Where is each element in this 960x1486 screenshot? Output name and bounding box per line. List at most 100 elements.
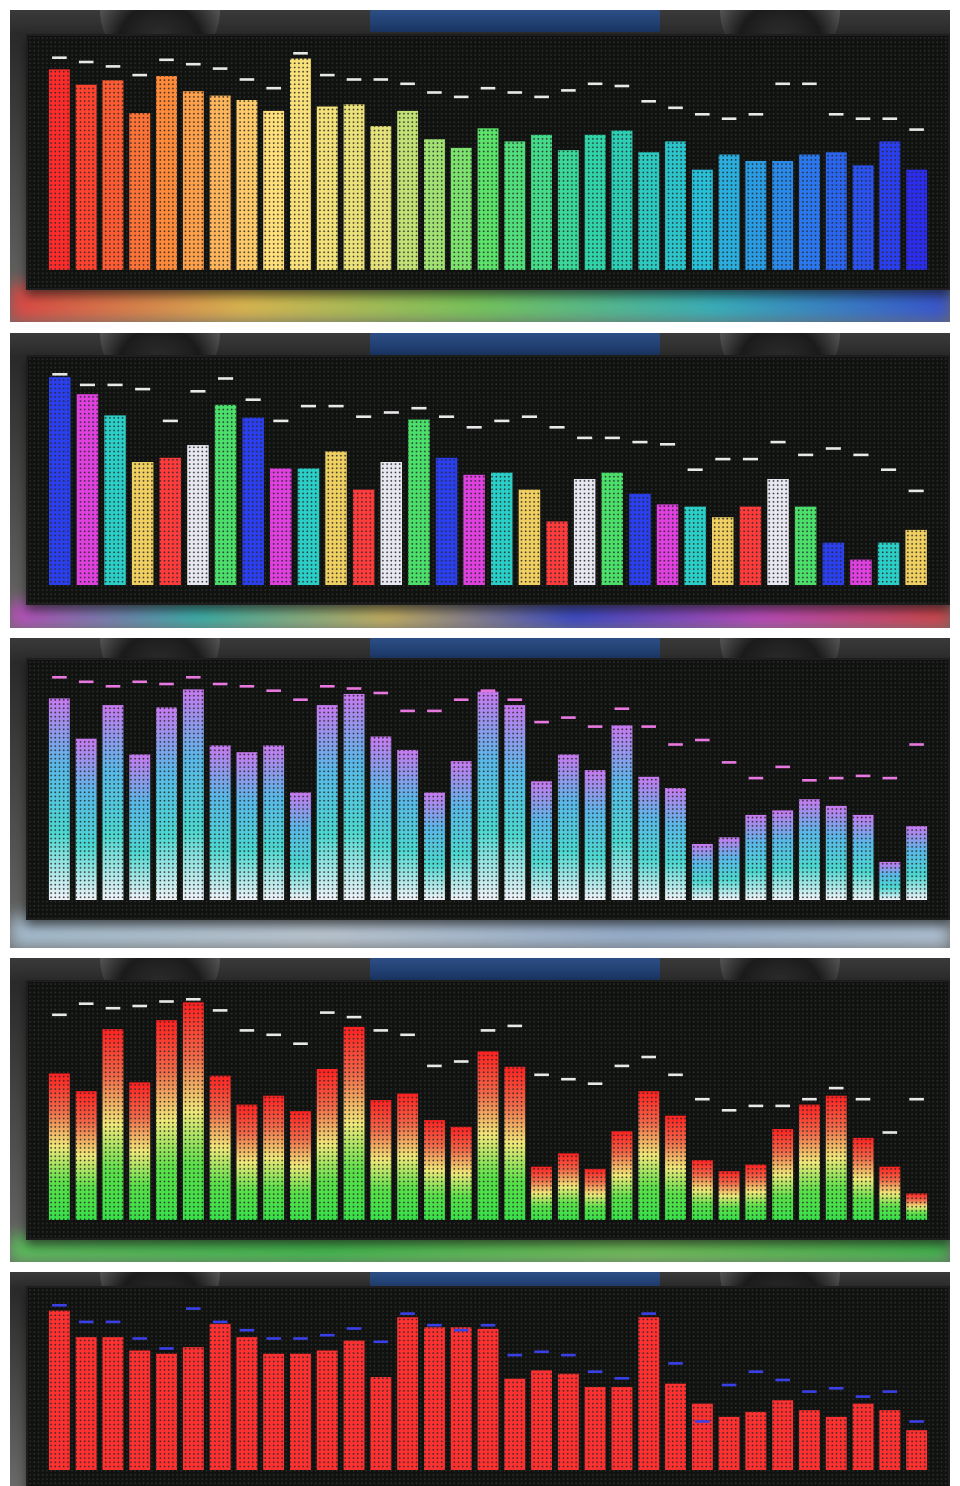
spectrum-bar-led-texture — [772, 810, 794, 900]
peak-hold-marker — [239, 78, 255, 81]
spectrum-bar-led-texture — [772, 1400, 794, 1470]
spectrum-bar-led-texture — [772, 161, 794, 270]
peak-hold-marker — [159, 58, 174, 62]
peak-hold-marker — [52, 676, 67, 679]
spectrum-bar-led-texture — [684, 506, 706, 585]
peak-hold-marker — [135, 387, 151, 391]
spectrum-bars — [28, 1288, 948, 1486]
spectrum-bar-led-texture — [263, 1095, 285, 1220]
peak-hold-marker — [266, 689, 281, 692]
spectrum-bar-led-texture — [397, 1317, 419, 1470]
peak-hold-marker — [668, 106, 683, 110]
spectrum-bar-led-texture — [491, 472, 513, 585]
spectrum-bar-led-texture — [424, 1327, 445, 1470]
spectrum-bar-led-texture — [825, 1095, 847, 1220]
spectrum-bar-led-texture — [477, 1051, 499, 1220]
led-matrix-display — [26, 658, 950, 920]
spectrum-bar-led-texture — [424, 792, 445, 900]
peak-hold-marker — [775, 1378, 790, 1382]
peak-hold-marker — [159, 1347, 174, 1350]
peak-hold-marker — [802, 1390, 817, 1393]
peak-hold-marker — [534, 95, 549, 99]
peak-hold-marker — [825, 447, 841, 450]
spectrum-bar-led-texture — [879, 861, 901, 900]
spectrum-bar-led-texture — [638, 1091, 660, 1220]
peak-hold-marker — [770, 440, 786, 444]
spectrum-bar-led-texture — [297, 468, 320, 585]
peak-hold-marker — [266, 1033, 281, 1037]
spectrum-bar-led-texture — [156, 76, 177, 270]
spectrum-bars — [28, 982, 948, 1238]
peak-hold-marker — [427, 1323, 442, 1327]
peak-hold-marker — [695, 113, 710, 116]
peak-hold-marker — [320, 685, 335, 688]
spectrum-bar-led-texture — [665, 1383, 686, 1470]
spectrum-bar-led-texture — [850, 559, 872, 585]
peak-hold-marker — [52, 373, 68, 376]
peak-hold-marker — [346, 78, 362, 81]
spectrum-bar-led-texture — [370, 736, 392, 900]
peak-hold-marker — [668, 743, 683, 746]
spectrum-bar-led-texture — [102, 1337, 124, 1470]
spectrum-bar-led-texture — [343, 1340, 365, 1470]
spectrum-bar-led-texture — [794, 506, 817, 585]
spectrum-bar-led-texture — [397, 1093, 419, 1220]
peak-hold-marker — [715, 457, 731, 461]
spectrum-bar-led-texture — [879, 141, 901, 270]
peak-hold-marker — [521, 415, 537, 418]
spectrum-bar-led-texture — [531, 781, 552, 900]
peak-hold-marker — [186, 1307, 201, 1310]
spectrum-bar-led-texture — [638, 152, 660, 270]
spectrum-bar-led-texture — [102, 80, 124, 270]
peak-hold-marker — [212, 67, 228, 70]
peak-hold-marker — [400, 1033, 415, 1037]
spectrum-bar-led-texture — [463, 474, 485, 585]
peak-hold-marker — [52, 56, 67, 59]
spectrum-bar-led-texture — [209, 1075, 231, 1220]
spectrum-bar-led-texture — [799, 154, 820, 270]
spectrum-bar-led-texture — [408, 419, 430, 585]
spectrum-bar-led-texture — [290, 1111, 311, 1220]
spectrum-bar-led-texture — [767, 479, 789, 585]
spectrum-bar-led-texture — [156, 1353, 177, 1470]
peak-hold-marker — [855, 117, 871, 120]
spectrum-bar-led-texture — [325, 451, 347, 585]
spectrum-bar-led-texture — [397, 749, 419, 900]
spectrum-bar-led-texture — [504, 1378, 526, 1470]
spectrum-bar-led-texture — [397, 110, 419, 271]
peak-hold-marker — [641, 100, 656, 103]
spectrum-bars — [28, 660, 948, 918]
peak-hold-marker — [346, 687, 362, 690]
peak-hold-marker — [293, 698, 308, 701]
peak-hold-marker — [908, 489, 924, 493]
spectrum-bar-led-texture — [638, 1317, 660, 1470]
spectrum-bar-led-texture — [263, 745, 285, 900]
spectrum-bar-led-texture — [557, 150, 579, 270]
peak-hold-marker — [660, 443, 676, 446]
spectrum-bar-led-texture — [611, 725, 633, 900]
peak-hold-marker — [186, 998, 201, 1001]
spectrum-bar-led-texture — [718, 154, 740, 270]
spectrum-bar-led-texture — [102, 705, 124, 900]
peak-hold-marker — [105, 1320, 121, 1324]
spectrum-bar-led-texture — [352, 489, 375, 585]
spectrum-bar-led-texture — [825, 152, 847, 270]
peak-hold-marker — [775, 765, 790, 769]
desk-reflection-glow — [10, 1236, 950, 1262]
peak-hold-marker — [828, 1086, 844, 1090]
peak-hold-marker — [427, 1064, 442, 1068]
spectrum-bar-led-texture — [343, 693, 365, 900]
peak-hold-marker — [748, 1370, 764, 1373]
peak-hold-marker — [480, 689, 496, 692]
peak-hold-marker — [882, 1131, 898, 1134]
peak-hold-marker — [775, 1104, 790, 1108]
spectrum-bar-led-texture — [156, 707, 177, 900]
desk-reflection-glow — [10, 602, 950, 628]
spectrum-bar-led-texture — [263, 1353, 285, 1470]
peak-hold-marker — [641, 1055, 656, 1059]
peak-hold-marker — [273, 419, 289, 423]
peak-hold-marker — [507, 1024, 523, 1028]
spectrum-bar-led-texture — [343, 104, 365, 270]
spectrum-bar-led-texture — [745, 1164, 767, 1220]
spectrum-bar-led-texture — [102, 1029, 124, 1220]
